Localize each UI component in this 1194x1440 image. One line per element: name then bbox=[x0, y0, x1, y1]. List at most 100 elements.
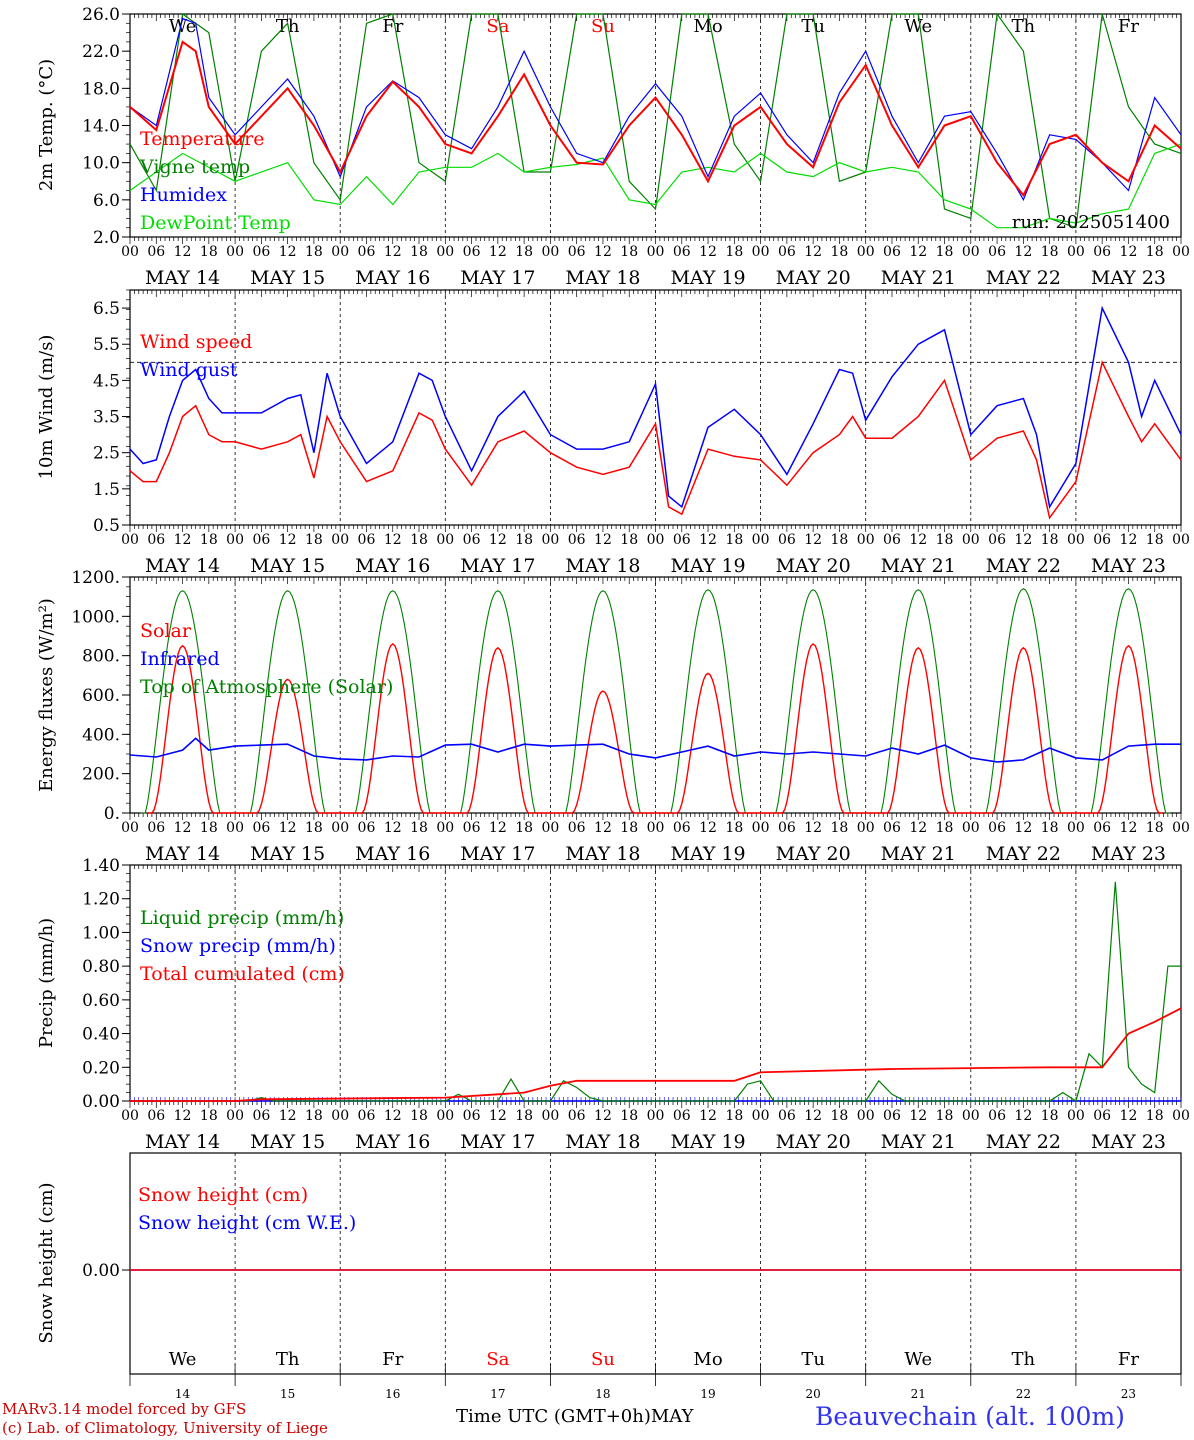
series-line-vigne-temp bbox=[129, 12, 1182, 229]
hour-tick-label: 06 bbox=[778, 532, 796, 548]
hour-tick-label: 18 bbox=[200, 244, 218, 260]
y-tick-label: 10.0 bbox=[82, 154, 120, 174]
day-label: MAY 23 bbox=[1091, 555, 1166, 577]
hour-tick-label: 06 bbox=[147, 820, 165, 836]
hour-tick-label: 06 bbox=[568, 532, 586, 548]
series-line-wind-speed bbox=[129, 360, 1182, 520]
y-tick-label: 200. bbox=[82, 765, 120, 785]
day-number: 23 bbox=[1121, 1387, 1136, 1401]
hour-tick-label: 06 bbox=[252, 1108, 270, 1124]
hour-tick-label: 12 bbox=[909, 1108, 927, 1124]
hour-tick-label: 06 bbox=[883, 820, 901, 836]
legend-dewpoint-temp: DewPoint Temp bbox=[140, 212, 291, 234]
legend-top-of-atmosphere-solar: Top of Atmosphere (Solar) bbox=[140, 676, 393, 698]
hour-tick-label: 18 bbox=[936, 1108, 954, 1124]
day-label: MAY 19 bbox=[670, 267, 745, 289]
day-label: MAY 17 bbox=[460, 1131, 535, 1153]
day-label: MAY 14 bbox=[145, 267, 220, 289]
hour-tick-label: 00 bbox=[436, 1108, 454, 1124]
hour-tick-label: 12 bbox=[384, 244, 402, 260]
hour-tick-label: 12 bbox=[594, 1108, 612, 1124]
hour-tick-label: 18 bbox=[305, 820, 323, 836]
y-tick-label: 1000. bbox=[71, 607, 120, 627]
day-label: MAY 18 bbox=[565, 555, 640, 577]
hour-tick-label: 00 bbox=[857, 244, 875, 260]
day-label: MAY 15 bbox=[250, 267, 325, 289]
hour-tick-label: 12 bbox=[909, 532, 927, 548]
hour-tick-label: 18 bbox=[936, 532, 954, 548]
hour-tick-label: 18 bbox=[515, 820, 533, 836]
day-label: MAY 15 bbox=[250, 1131, 325, 1153]
hour-tick-label: 12 bbox=[174, 244, 192, 260]
day-name-bottom: We bbox=[169, 1349, 197, 1370]
hour-tick-label: 06 bbox=[463, 1108, 481, 1124]
hour-tick-label: 18 bbox=[410, 1108, 428, 1124]
y-tick-label: 0.20 bbox=[82, 1058, 120, 1078]
hour-tick-label: 06 bbox=[358, 1108, 376, 1124]
day-name-bottom: Th bbox=[1012, 1349, 1036, 1370]
legend-snow-precip-mm-h: Snow precip (mm/h) bbox=[140, 935, 336, 957]
hour-tick-label: 18 bbox=[1041, 1108, 1059, 1124]
hour-tick-label: 12 bbox=[174, 532, 192, 548]
hour-tick-label: 18 bbox=[1146, 244, 1164, 260]
legend-vigne-temp: Vigne temp bbox=[139, 156, 250, 178]
day-label: MAY 18 bbox=[565, 1131, 640, 1153]
day-number: 20 bbox=[806, 1387, 821, 1401]
day-number: 15 bbox=[280, 1387, 295, 1401]
hour-tick-label: 06 bbox=[1093, 532, 1111, 548]
hour-tick-label: 00 bbox=[436, 532, 454, 548]
hour-tick-label: 00 bbox=[436, 244, 454, 260]
hour-tick-label: 12 bbox=[1014, 1108, 1032, 1124]
day-name-bottom: Tu bbox=[801, 1349, 825, 1370]
hour-tick-label: 18 bbox=[410, 820, 428, 836]
hour-tick-label: 00 bbox=[541, 1108, 559, 1124]
y-tick-label: 5.5 bbox=[93, 335, 120, 355]
hour-tick-label: 00 bbox=[962, 532, 980, 548]
hour-tick-label: 00 bbox=[541, 532, 559, 548]
series-line-wind-gust bbox=[129, 305, 1182, 509]
day-label: MAY 16 bbox=[355, 555, 430, 577]
hour-tick-label: 18 bbox=[305, 1108, 323, 1124]
hour-tick-label: 12 bbox=[1014, 244, 1032, 260]
day-label: MAY 21 bbox=[881, 555, 956, 577]
day-name-top: Fr bbox=[1118, 16, 1139, 37]
footer-credit-line1: MARv3.14 model forced by GFS bbox=[2, 1400, 247, 1418]
day-name-top: Sa bbox=[486, 16, 509, 37]
hour-tick-label: 00 bbox=[857, 820, 875, 836]
hour-tick-label: 00 bbox=[752, 532, 770, 548]
hour-tick-label: 00 bbox=[647, 532, 665, 548]
hour-tick-label: 12 bbox=[489, 1108, 507, 1124]
day-number: 17 bbox=[490, 1387, 505, 1401]
hour-tick-label: 18 bbox=[725, 820, 743, 836]
day-label: MAY 15 bbox=[250, 555, 325, 577]
hour-tick-label: 06 bbox=[988, 244, 1006, 260]
day-name-top: Tu bbox=[801, 16, 825, 37]
hour-tick-label: 00 bbox=[541, 820, 559, 836]
hour-tick-label: 06 bbox=[673, 532, 691, 548]
hour-tick-label: 00 bbox=[1067, 532, 1085, 548]
hour-tick-label: 12 bbox=[1120, 820, 1138, 836]
series-line-toa-solar bbox=[140, 588, 1171, 814]
hour-tick-label: 18 bbox=[410, 244, 428, 260]
hour-tick-label: 12 bbox=[594, 244, 612, 260]
y-tick-label: 0. bbox=[104, 804, 120, 824]
day-label: MAY 17 bbox=[460, 267, 535, 289]
y-tick-label: 4.5 bbox=[93, 371, 120, 391]
legend-wind-speed: Wind speed bbox=[140, 331, 252, 353]
series-line-total-cumulated bbox=[130, 1007, 1182, 1102]
y-tick-label: 800. bbox=[82, 647, 120, 667]
hour-tick-label: 06 bbox=[673, 1108, 691, 1124]
day-label: MAY 19 bbox=[670, 1131, 745, 1153]
y-axis-label-precip: Precip (mm/h) bbox=[36, 918, 57, 1048]
y-tick-label: 0.80 bbox=[82, 957, 120, 977]
hour-tick-label: 06 bbox=[778, 1108, 796, 1124]
hour-tick-label: 18 bbox=[305, 244, 323, 260]
hour-tick-label: 12 bbox=[909, 820, 927, 836]
hour-tick-label: 00 bbox=[1067, 820, 1085, 836]
hour-tick-label: 12 bbox=[594, 820, 612, 836]
hour-tick-label: 18 bbox=[1146, 820, 1164, 836]
hour-tick-label: 00 bbox=[121, 244, 139, 260]
hour-tick-label: 12 bbox=[699, 532, 717, 548]
run-annotation: run: 2025051400 bbox=[1012, 212, 1170, 233]
